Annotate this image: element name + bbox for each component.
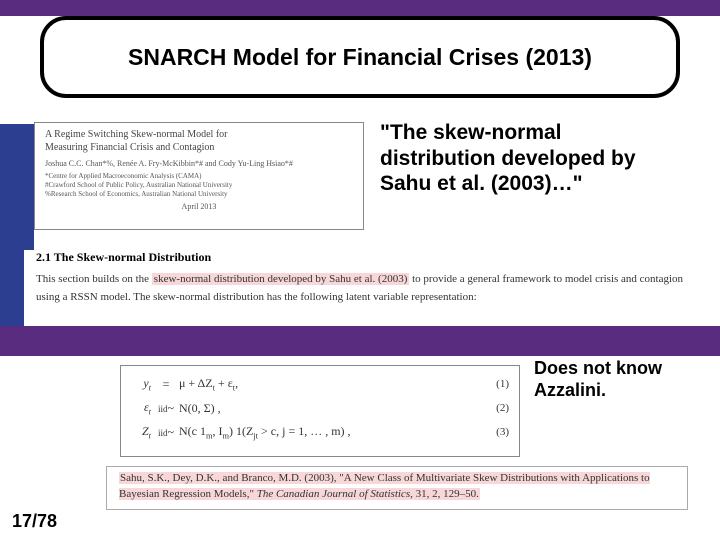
highlighted-phrase: skew-normal distribution developed by Sa… xyxy=(152,273,410,285)
section-heading: 2.1 The Skew-normal Distribution xyxy=(24,250,700,265)
accent-bar-top xyxy=(0,0,720,16)
paper-affiliations: *Centre for Applied Macroeconomic Analys… xyxy=(45,172,353,199)
paper-title: A Regime Switching Skew-normal Model for… xyxy=(45,129,353,154)
annotation-text: Does not know Azzalini. xyxy=(534,358,714,401)
accent-bar-mid xyxy=(0,326,720,356)
paper-thumbnail: A Regime Switching Skew-normal Model for… xyxy=(34,122,364,230)
citation-highlight: Sahu, S.K., Dey, D.K., and Branco, M.D. … xyxy=(119,472,650,500)
citation-excerpt: Sahu, S.K., Dey, D.K., and Branco, M.D. … xyxy=(106,466,688,510)
page-number: 17/78 xyxy=(12,511,57,532)
slide-title-container: SNARCH Model for Financial Crises (2013) xyxy=(40,16,680,98)
equation-row: yt = μ + ΔZt + εt, (1) xyxy=(121,372,519,396)
equation-excerpt: yt = μ + ΔZt + εt, (1) εt iid~ N(0, Σ) ,… xyxy=(120,365,520,457)
quote-text: "The skew-normal distribution developed … xyxy=(380,120,680,197)
equation-row: εt iid~ N(0, Σ) , (2) xyxy=(121,396,519,420)
section-body: This section builds on the skew-normal d… xyxy=(24,271,700,306)
paper-authors: Joshua C.C. Chan*%, Renée A. Fry-McKibbi… xyxy=(45,159,353,168)
paper-date: April 2013 xyxy=(45,202,353,211)
equation-row: Zt iid~ N(c 1m, Im) 1(Zjt > c, j = 1, … … xyxy=(121,420,519,444)
slide-title: SNARCH Model for Financial Crises (2013) xyxy=(128,44,592,71)
slide: SNARCH Model for Financial Crises (2013)… xyxy=(0,0,720,540)
